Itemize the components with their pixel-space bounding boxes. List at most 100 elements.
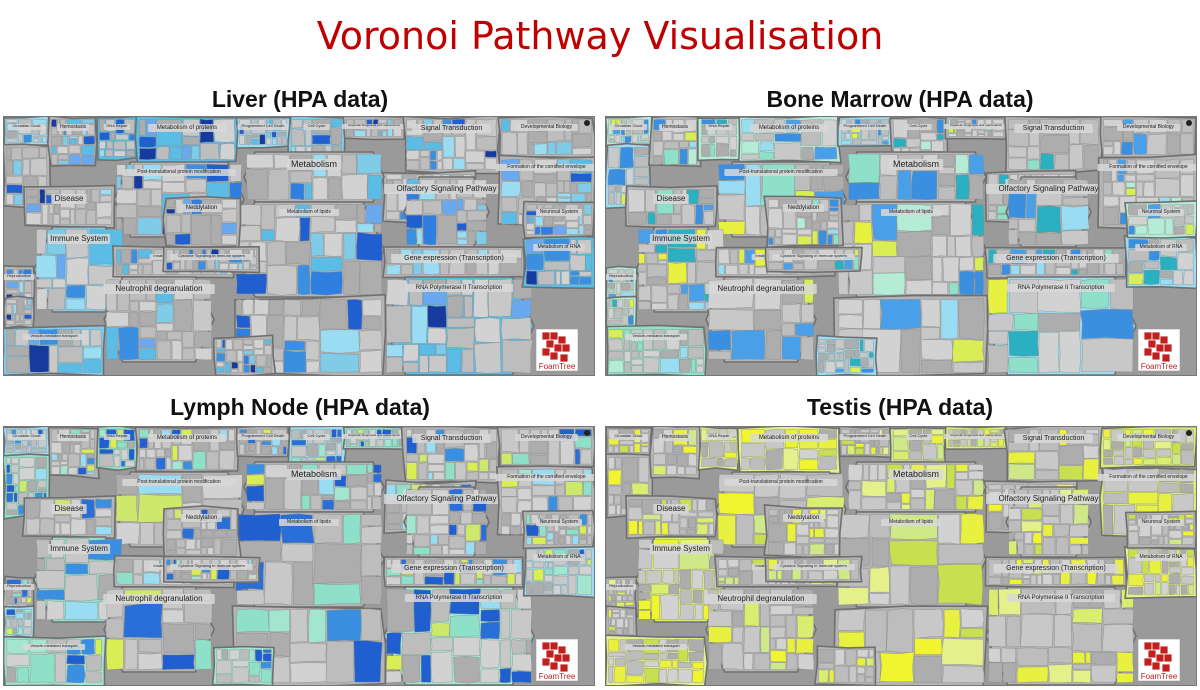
pathway-cell[interactable]	[245, 168, 269, 201]
pathway-cell[interactable]	[500, 428, 520, 454]
pathway-cell[interactable]	[427, 472, 433, 480]
pathway-cell[interactable]	[1036, 232, 1062, 245]
pathway-cell[interactable]	[666, 453, 677, 465]
pathway-cell[interactable]	[818, 449, 837, 456]
pathway-cell[interactable]	[608, 504, 616, 515]
pathway-cell[interactable]	[814, 528, 825, 538]
pathway-cell[interactable]	[679, 358, 691, 373]
pathway-cell[interactable]	[488, 472, 497, 480]
pathway-cell[interactable]	[385, 356, 403, 374]
pathway-cell[interactable]	[615, 135, 621, 143]
pathway-cell[interactable]	[679, 589, 692, 604]
pathway-cell[interactable]	[967, 438, 971, 447]
pathway-cell[interactable]	[1180, 449, 1194, 465]
pathway-cell[interactable]	[934, 489, 956, 511]
pathway-cell[interactable]	[633, 443, 641, 453]
pathway-cell[interactable]	[638, 301, 652, 310]
pathway-cell[interactable]	[330, 119, 342, 127]
pathway-cell[interactable]	[859, 352, 869, 358]
pathway-cell[interactable]	[86, 202, 97, 210]
pathway-cell[interactable]	[174, 509, 182, 519]
pathway-cell[interactable]	[988, 330, 1009, 345]
pathway-cell[interactable]	[765, 330, 782, 360]
pathway-cell[interactable]	[654, 520, 661, 535]
pathway-cell[interactable]	[818, 347, 827, 353]
pathway-cell[interactable]	[977, 134, 985, 137]
pathway-cell[interactable]	[623, 299, 629, 308]
pathway-cell[interactable]	[182, 145, 191, 160]
pathway-cell[interactable]	[1103, 141, 1114, 147]
pathway-region-dna-repair[interactable]: DNA Repair	[96, 117, 138, 162]
pathway-cell[interactable]	[745, 206, 761, 236]
pathway-cell[interactable]	[908, 439, 923, 451]
pathway-cell[interactable]	[967, 495, 984, 510]
pathway-region-neutrophil[interactable]: Neutrophil degranulation	[705, 276, 817, 363]
pathway-cell[interactable]	[236, 589, 265, 605]
pathway-cell[interactable]	[628, 315, 634, 325]
pathway-cell[interactable]	[22, 627, 32, 635]
pathway-cell[interactable]	[608, 269, 618, 274]
pathway-cell[interactable]	[350, 486, 367, 501]
pathway-cell[interactable]	[499, 668, 512, 683]
pathway-cell[interactable]	[818, 344, 826, 348]
pathway-cell[interactable]	[1168, 514, 1178, 517]
pathway-cell[interactable]	[882, 140, 889, 145]
pathway-cell[interactable]	[271, 446, 278, 455]
pathway-cell[interactable]	[844, 349, 854, 358]
pathway-cell[interactable]	[246, 501, 265, 510]
pathway-cell[interactable]	[740, 442, 766, 458]
pathway-cell[interactable]	[1042, 516, 1060, 524]
pathway-cell[interactable]	[754, 266, 768, 275]
pathway-cell[interactable]	[615, 192, 621, 205]
pathway-cell[interactable]	[932, 282, 949, 295]
pathway-cell[interactable]	[39, 136, 42, 143]
pathway-cell[interactable]	[115, 495, 138, 522]
pathway-cell[interactable]	[659, 659, 672, 669]
pathway-cell[interactable]	[406, 462, 418, 480]
pathway-cell[interactable]	[1008, 508, 1022, 520]
pathway-cell[interactable]	[828, 352, 836, 361]
pathway-cell[interactable]	[291, 429, 300, 440]
pathway-cell[interactable]	[974, 256, 985, 272]
pathway-cell[interactable]	[478, 442, 486, 459]
pathway-cell[interactable]	[1008, 463, 1035, 480]
pathway-cell[interactable]	[725, 264, 739, 275]
pathway-cell[interactable]	[681, 204, 695, 225]
pathway-cell[interactable]	[955, 472, 969, 480]
pathway-cell[interactable]	[965, 119, 972, 124]
pathway-cell[interactable]	[448, 535, 466, 549]
pathway-cell[interactable]	[299, 217, 311, 242]
pathway-cell[interactable]	[81, 155, 95, 165]
pathway-cell[interactable]	[955, 154, 969, 174]
pathway-cell[interactable]	[240, 649, 249, 660]
pathway-cell[interactable]	[844, 358, 850, 373]
pathway-cell[interactable]	[544, 590, 554, 595]
pathway-cell[interactable]	[805, 217, 812, 229]
pathway-cell[interactable]	[500, 639, 511, 669]
pathway-cell[interactable]	[692, 589, 703, 604]
pathway-cell[interactable]	[869, 464, 878, 481]
pathway-cell[interactable]	[861, 358, 868, 369]
pathway-cell[interactable]	[466, 471, 479, 480]
pathway-cell[interactable]	[249, 444, 256, 451]
pathway-cell[interactable]	[768, 516, 779, 524]
pathway-cell[interactable]	[837, 299, 863, 315]
pathway-cell[interactable]	[246, 153, 274, 169]
pathway-cell[interactable]	[386, 264, 401, 275]
pathway-cell[interactable]	[1019, 613, 1054, 648]
pathway-cell[interactable]	[180, 258, 186, 270]
pathway-cell[interactable]	[608, 119, 611, 125]
pathway-cell[interactable]	[768, 228, 775, 238]
pathway-cell[interactable]	[232, 660, 249, 667]
pathway-cell[interactable]	[889, 540, 938, 566]
pathway-cell[interactable]	[1002, 662, 1017, 684]
pathway-cell[interactable]	[1081, 338, 1134, 373]
pathway-cell[interactable]	[500, 317, 532, 341]
pathway-cell[interactable]	[641, 443, 649, 446]
pathway-cell[interactable]	[729, 135, 737, 150]
pathway-cell[interactable]	[643, 350, 660, 358]
pathway-cell[interactable]	[628, 499, 642, 507]
pathway-cell[interactable]	[117, 292, 130, 312]
pathway-cell[interactable]	[631, 358, 643, 366]
pathway-cell[interactable]	[304, 183, 313, 200]
